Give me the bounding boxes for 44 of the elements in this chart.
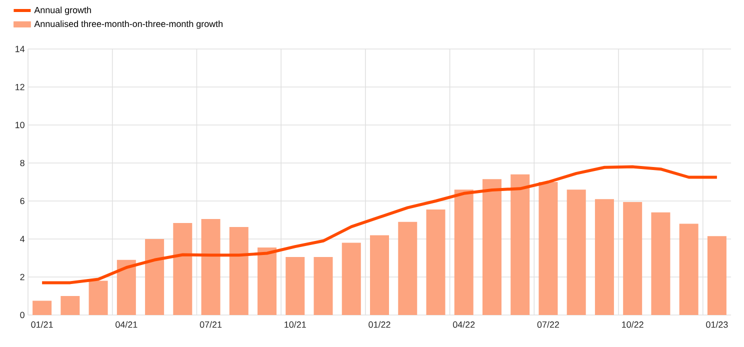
y-tick-label: 8 <box>20 160 24 166</box>
x-tick-label: 01/21 <box>31 321 53 328</box>
bar <box>454 190 474 315</box>
bar <box>116 260 136 315</box>
bar <box>679 224 698 315</box>
y-tick-label: 12 <box>16 84 24 90</box>
bar <box>173 223 192 315</box>
bar <box>145 239 164 315</box>
bar <box>426 210 446 315</box>
x-tick-label: 10/22 <box>622 321 644 328</box>
bar <box>398 222 418 315</box>
y-tick-label: 6 <box>20 198 24 204</box>
x-tick-label: 04/22 <box>452 321 475 328</box>
y-tick-label: 4 <box>20 236 25 242</box>
bar <box>510 174 530 315</box>
bar <box>286 257 305 315</box>
bar <box>314 257 333 315</box>
y-tick-label: 0 <box>20 312 24 318</box>
x-tick-label: 10/21 <box>284 321 306 328</box>
x-tick-label: 01/23 <box>706 321 728 328</box>
bar <box>482 179 502 315</box>
bar <box>88 280 108 315</box>
y-tick-label: 14 <box>16 46 25 52</box>
bar <box>32 300 52 315</box>
bar <box>201 219 220 315</box>
x-tick-label: 07/21 <box>200 321 222 328</box>
bar <box>594 199 614 315</box>
x-tick-label: 01/22 <box>368 321 390 328</box>
bar <box>651 212 670 315</box>
bar <box>229 227 248 315</box>
bar <box>370 235 390 315</box>
bar <box>258 248 277 315</box>
bar <box>60 296 80 315</box>
legend-label: Annualised three-month-on-three-month growth <box>34 20 222 29</box>
bar <box>342 242 361 315</box>
bar <box>623 202 642 315</box>
x-tick-label: 04/21 <box>116 321 138 328</box>
y-tick-label: 2 <box>20 274 24 280</box>
y-tick-label: 10 <box>16 122 24 128</box>
bar <box>538 182 558 315</box>
bar <box>707 236 726 315</box>
legend-label: Annual growth <box>34 6 91 15</box>
x-tick-label: 07/22 <box>537 321 559 328</box>
bar <box>566 190 586 315</box>
